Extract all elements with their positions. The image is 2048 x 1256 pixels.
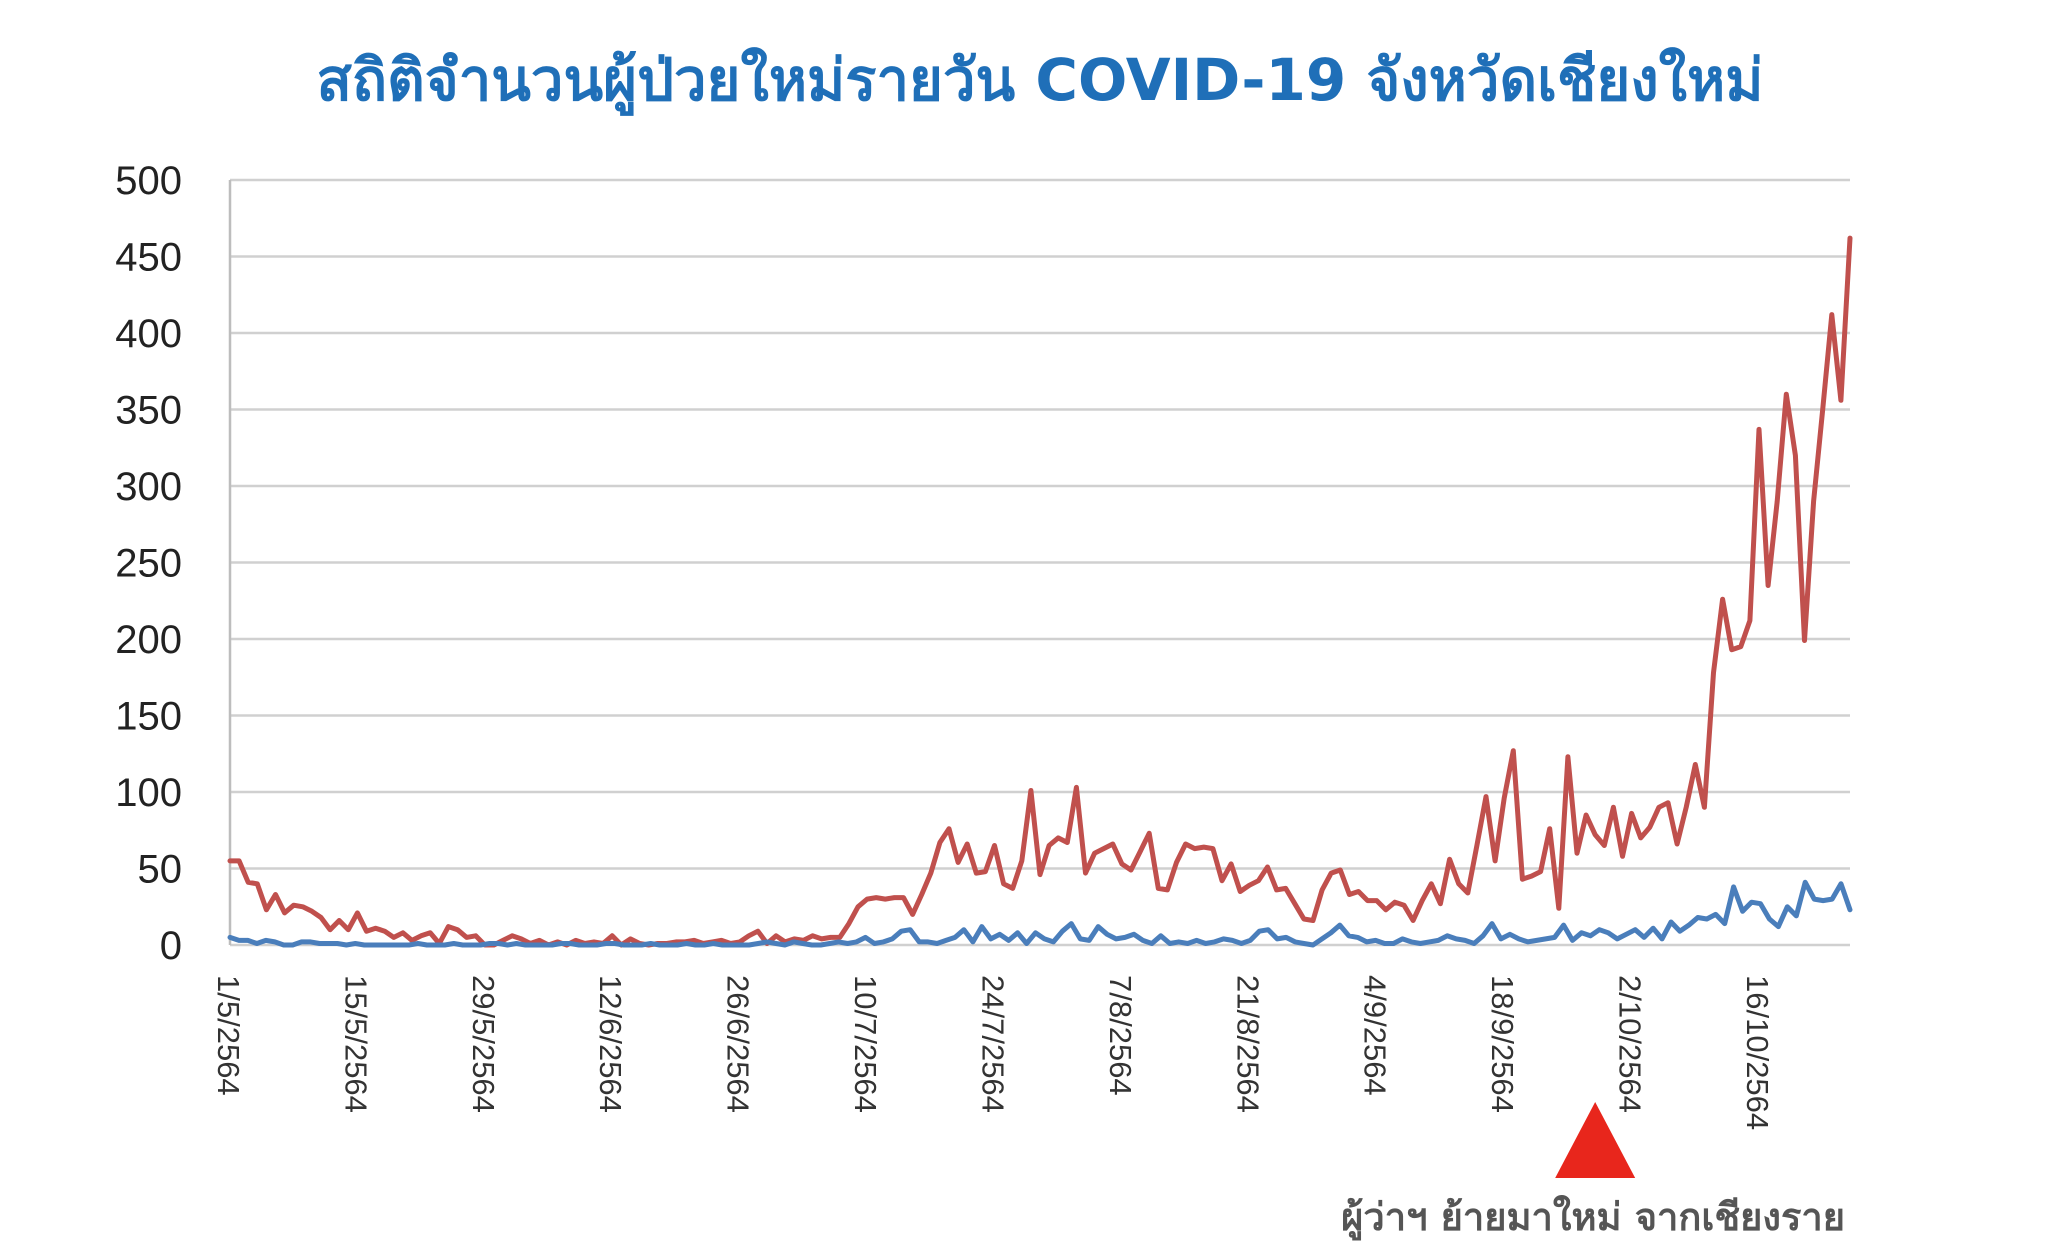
- x-tick-label: 15/5/2564: [338, 975, 373, 1113]
- gridlines: [230, 178, 1850, 947]
- annotation: ผู้ว่าฯ ย้ายมาใหม่ จากเชียงราย: [1341, 1102, 1845, 1241]
- annotation-text: ผู้ว่าฯ ย้ายมาใหม่ จากเชียงราย: [1341, 1195, 1845, 1241]
- x-tick-label: 24/7/2564: [975, 975, 1010, 1113]
- y-tick-label: 300: [115, 465, 182, 509]
- x-tick-label: 21/8/2564: [1230, 975, 1265, 1113]
- red-triangle-marker: [1555, 1102, 1636, 1178]
- y-axis: 0 50 100 150 200 250 300 350 400 450 500: [115, 159, 232, 968]
- y-tick-label: 450: [115, 236, 182, 280]
- x-tick-label: 18/9/2564: [1485, 975, 1520, 1113]
- series-line-1: [227, 235, 1853, 948]
- x-tick-label: 1/5/2564: [211, 975, 246, 1096]
- series-lines: [227, 235, 1853, 948]
- y-tick-label: 500: [115, 159, 182, 203]
- y-tick-label: 400: [115, 312, 182, 356]
- x-tick-label: 10/7/2564: [848, 975, 883, 1113]
- y-tick-label: 200: [115, 618, 182, 662]
- y-tick-label: 50: [138, 848, 183, 892]
- x-axis: 1/5/2564 15/5/2564 29/5/2564 12/6/2564 26/6/…: [211, 975, 1775, 1130]
- x-tick-label: 2/10/2564: [1613, 975, 1648, 1113]
- x-tick-label: 4/9/2564: [1358, 975, 1393, 1096]
- y-tick-label: 0: [160, 924, 182, 968]
- y-tick-label: 250: [115, 542, 182, 586]
- x-tick-label: 29/5/2564: [466, 975, 501, 1113]
- x-tick-label: 26/6/2564: [721, 975, 756, 1113]
- x-tick-label: 12/6/2564: [593, 975, 628, 1113]
- x-tick-label: 16/10/2564: [1740, 975, 1775, 1130]
- x-tick-label: 7/8/2564: [1103, 975, 1138, 1096]
- series-line-2: [227, 879, 1853, 948]
- chart-title: สถิติจำนวนผู้ป่วยใหม่รายวัน COVID-19 จัง…: [317, 46, 1764, 116]
- y-tick-label: 150: [115, 695, 182, 739]
- y-tick-label: 100: [115, 771, 182, 815]
- y-tick-label: 350: [115, 389, 182, 433]
